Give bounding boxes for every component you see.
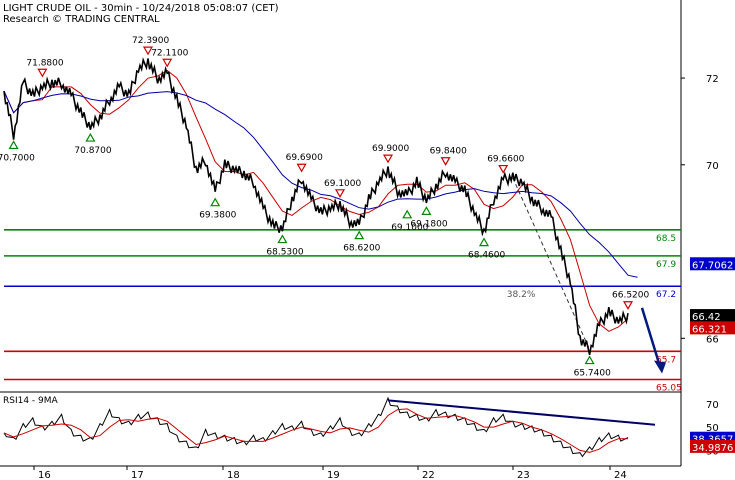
pivot-low-label: 69.1000	[391, 223, 428, 233]
level-lines: 68.5 67.9 67.2 65.7 65.05	[4, 229, 682, 393]
price-tag-label: 66.42	[692, 312, 721, 323]
pivot-high-label: 72.3900	[132, 36, 169, 46]
level-label: 65.05	[656, 383, 682, 393]
y-tick-label: 70	[706, 161, 719, 172]
pivot-high-marker	[334, 189, 346, 199]
pivot-high-label: 69.1000	[324, 179, 361, 189]
rsi-ma-line	[3, 408, 628, 453]
pivot-high-marker	[498, 164, 509, 174]
pivot-low-label: 69.1800	[410, 219, 447, 229]
pivot-low-marker	[478, 237, 490, 247]
pivot-high-label: 69.6900	[286, 153, 323, 163]
x-tick-label: 23	[517, 470, 530, 480]
level-label: 65.7	[656, 355, 676, 365]
pivot-high-marker	[37, 68, 48, 78]
pivot-low-label: 69.3800	[199, 211, 236, 221]
y-tick-label: 72	[706, 74, 719, 85]
ma-slow-line	[3, 90, 638, 278]
pivot-high-marker	[162, 58, 173, 68]
pivot-low-marker	[277, 234, 288, 244]
pivot-high-marker	[296, 163, 307, 173]
level-label: 68.5	[656, 234, 676, 244]
forecast-arrowhead	[654, 360, 666, 374]
pivot-markers: 70.7000 71.8800 70.8700 72.3900 72.1100 69.38…	[0, 36, 649, 378]
rsi-tag-label: 34.9876	[692, 443, 733, 454]
pivot-low-label: 70.8700	[74, 146, 111, 156]
pivot-high-marker	[382, 154, 394, 164]
x-tick-label: 24	[614, 470, 627, 480]
price-tag	[690, 309, 735, 323]
rsi-tick-label: 50	[706, 423, 719, 434]
pivot-high-marker	[142, 46, 154, 56]
pivot-low-marker	[210, 197, 221, 207]
pivot-low-label: 68.6200	[343, 244, 380, 254]
x-tick-label: 16	[38, 470, 51, 480]
pivot-low-marker	[354, 230, 365, 240]
pivot-low-marker	[8, 140, 19, 150]
pivot-high-label: 71.8800	[26, 58, 63, 68]
pivot-low-marker	[421, 206, 432, 215]
fib-projection: 38.2%	[507, 177, 666, 374]
x-tick-label: 22	[422, 470, 435, 480]
pivot-high-marker	[440, 157, 451, 166]
level-label: 67.9	[656, 260, 676, 270]
pivot-high-marker	[622, 301, 634, 310]
chart-subtitle: Research © TRADING CENTRAL	[3, 14, 160, 25]
rsi-line	[3, 396, 629, 458]
pivot-high-label: 72.1100	[151, 48, 188, 58]
rsi-panel-title: RSI14 - 9MA	[3, 396, 59, 406]
price-tag	[690, 257, 735, 271]
rsi-trendline	[387, 399, 656, 426]
pivot-low-label: 68.4600	[468, 251, 505, 261]
pivot-high-label: 69.9000	[372, 144, 409, 154]
pivot-low-label: 70.7000	[0, 153, 35, 163]
fib-label: 38.2%	[507, 290, 536, 300]
x-tick-label: 18	[227, 470, 240, 480]
pivot-high-label: 69.8400	[430, 147, 467, 157]
x-tick-label: 17	[131, 470, 144, 480]
pivot-low-marker	[402, 209, 413, 219]
y-tick-label: 66	[706, 334, 719, 345]
level-label: 67.2	[656, 290, 676, 300]
price-tag-label: 67.7062	[692, 260, 733, 271]
price-tag-label: 66.321	[692, 324, 727, 335]
rsi-tag	[690, 439, 735, 453]
pivot-low-label: 65.7400	[574, 369, 611, 379]
price-line	[3, 57, 629, 355]
pivot-low-marker	[584, 355, 595, 365]
price-bars	[3, 57, 629, 355]
rsi-lines	[3, 396, 656, 458]
axis-labels: 72706670503016171819222324	[33, 74, 719, 480]
chart-title: LIGHT CRUDE OIL - 30min - 10/24/2018 05:…	[3, 3, 279, 14]
pivot-low-label: 68.5300	[266, 248, 303, 258]
x-tick-label: 19	[327, 470, 340, 480]
rsi-tick-label: 70	[706, 400, 719, 411]
pivot-high-label: 66.5200	[612, 291, 649, 301]
pivot-high-label: 69.6600	[487, 155, 524, 165]
forecast-arrow	[640, 307, 662, 367]
pivot-low-marker	[85, 132, 96, 142]
price-tag	[690, 321, 735, 335]
